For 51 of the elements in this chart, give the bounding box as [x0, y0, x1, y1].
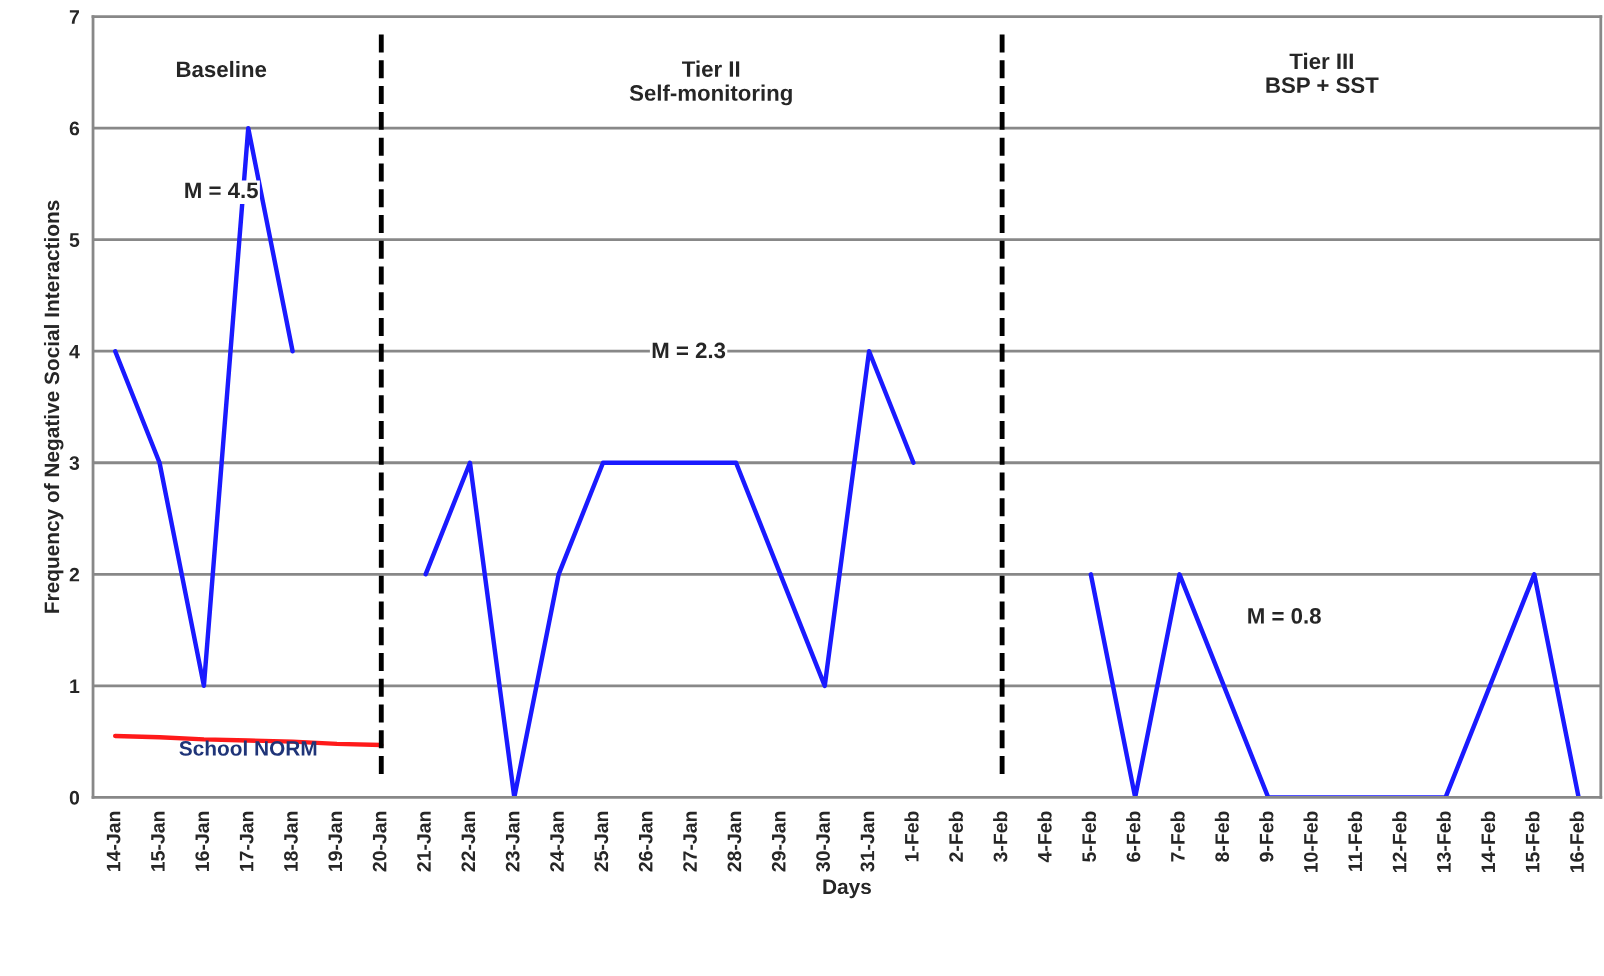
x-tick-label: 22-Jan	[461, 811, 476, 872]
x-tick-label: 9-Feb	[1259, 811, 1274, 862]
y-tick-label: 4	[69, 344, 80, 359]
x-tick-label: 30-Jan	[816, 811, 830, 872]
y-tick-label: 3	[69, 456, 80, 471]
x-tick-label: 23-Jan	[505, 811, 520, 872]
y-axis-title: Frequency of Negative Social Interactions	[43, 200, 64, 613]
x-tick-label: 15-Jan	[151, 811, 165, 871]
x-tick-label: 10-Feb	[1303, 811, 1318, 873]
x-tick-label: 1-Feb	[904, 811, 919, 862]
x-tick-label: 27-Jan	[683, 811, 697, 872]
x-tick-label: 13-Feb	[1436, 811, 1451, 873]
y-tick-label: 5	[69, 233, 80, 247]
y-tick-label: 2	[69, 567, 80, 582]
x-tick-label: 20-Jan	[372, 811, 387, 872]
x-tick-label: 17-Jan	[239, 811, 254, 871]
annotation: Tier II Self-monitoring	[629, 60, 792, 106]
x-tick-label: 14-Jan	[106, 811, 121, 871]
y-tick-label: 1	[70, 679, 80, 693]
x-tick-label: 28-Jan	[727, 811, 742, 872]
x-tick-label: 3-Feb	[993, 811, 1008, 862]
x-tick-label: 16-Feb	[1569, 811, 1584, 873]
x-tick-label: 12-Feb	[1392, 811, 1407, 873]
x-tick-label: 31-Jan	[860, 811, 875, 872]
x-tick-label: 18-Jan	[284, 811, 298, 871]
x-axis-title: Days	[823, 879, 871, 899]
y-tick-label: 6	[69, 121, 80, 136]
x-tick-label: 8-Feb	[1214, 811, 1230, 862]
x-tick-label: 7-Feb	[1170, 811, 1185, 862]
annotation: Tier III BSP + SST	[1266, 52, 1379, 94]
series-label: School NORM	[179, 740, 317, 756]
x-tick-label: 6-Feb	[1126, 811, 1141, 862]
x-tick-label: 25-Jan	[594, 811, 609, 872]
x-tick-label: 21-Jan	[417, 811, 431, 872]
x-tick-label: 26-Jan	[638, 811, 653, 872]
x-tick-label: 2-Feb	[948, 811, 963, 862]
x-tick-label: 29-Jan	[771, 811, 786, 872]
y-tick-label: 7	[69, 10, 79, 24]
y-tick-label: 0	[69, 790, 80, 805]
x-tick-label: 24-Jan	[550, 811, 564, 872]
annotation: M = 0.8	[1248, 608, 1321, 624]
annotation: Baseline	[176, 60, 267, 78]
x-tick-label: 4-Feb	[1037, 811, 1052, 863]
annotation: M = 4.5	[185, 182, 258, 199]
x-tick-label: 5-Feb	[1081, 811, 1097, 862]
x-tick-label: 19-Jan	[328, 811, 343, 871]
x-tick-label: 16-Jan	[195, 811, 210, 871]
x-tick-label: 15-Feb	[1525, 811, 1540, 873]
annotation: M = 2.3	[652, 342, 726, 359]
x-tick-label: 14-Feb	[1480, 811, 1496, 873]
x-tick-label: 11-Feb	[1347, 811, 1363, 871]
